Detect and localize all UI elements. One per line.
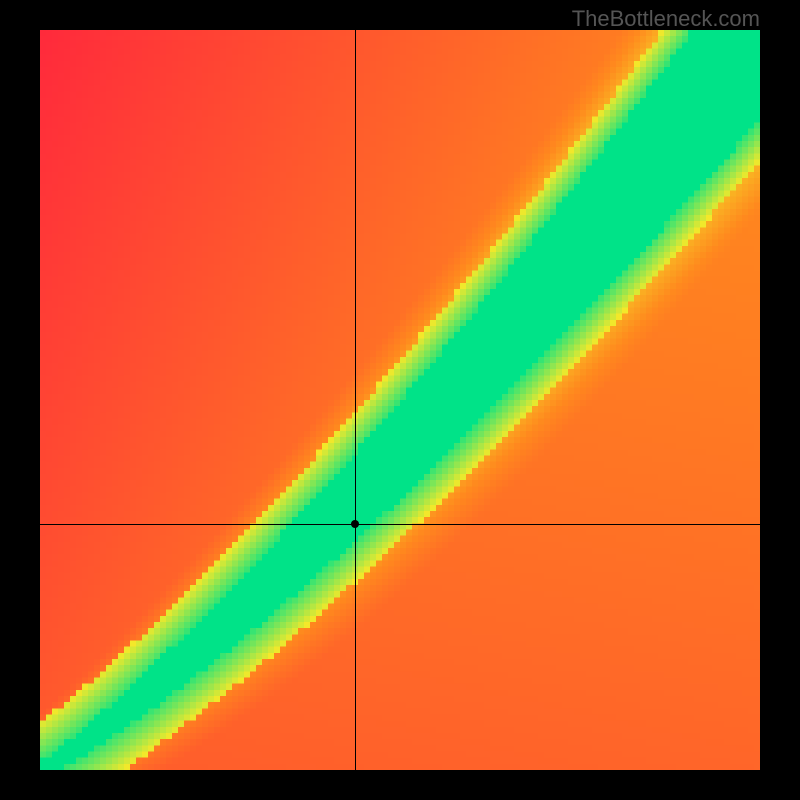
crosshair-horizontal	[40, 524, 760, 525]
heatmap-canvas	[40, 30, 760, 770]
crosshair-vertical	[355, 30, 356, 770]
crosshair-marker	[351, 520, 359, 528]
heatmap-plot	[40, 30, 760, 770]
watermark-text: TheBottleneck.com	[572, 6, 760, 32]
